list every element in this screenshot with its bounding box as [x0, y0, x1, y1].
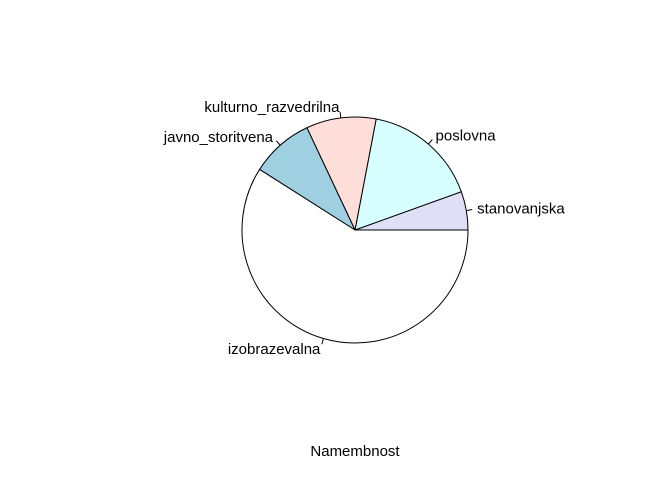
- pie-slices: [241, 116, 469, 344]
- label-tick: [466, 209, 473, 212]
- label-tick: [339, 111, 342, 118]
- pie-slice-kulturno-razvedrilna: [306, 116, 377, 232]
- label-tick: [275, 140, 281, 146]
- label-ticks: [275, 111, 473, 345]
- label-tick: [428, 139, 433, 145]
- slice-label: poslovna: [436, 128, 497, 145]
- slice-label: javno_storitvena: [163, 129, 274, 146]
- slice-label: stanovanjska: [477, 201, 565, 218]
- x-axis-label: Namembnost: [310, 443, 400, 460]
- pie-slice-poslovna: [354, 118, 462, 231]
- label-tick: [321, 338, 324, 345]
- pie-slice-izobrazevalna: [241, 168, 469, 344]
- slice-label: kulturno_razvedrilna: [204, 99, 340, 116]
- slice-labels: stanovanjska poslovna kulturno_razvedrilna…: [163, 99, 566, 358]
- slice-label: izobrazevalna: [228, 341, 321, 358]
